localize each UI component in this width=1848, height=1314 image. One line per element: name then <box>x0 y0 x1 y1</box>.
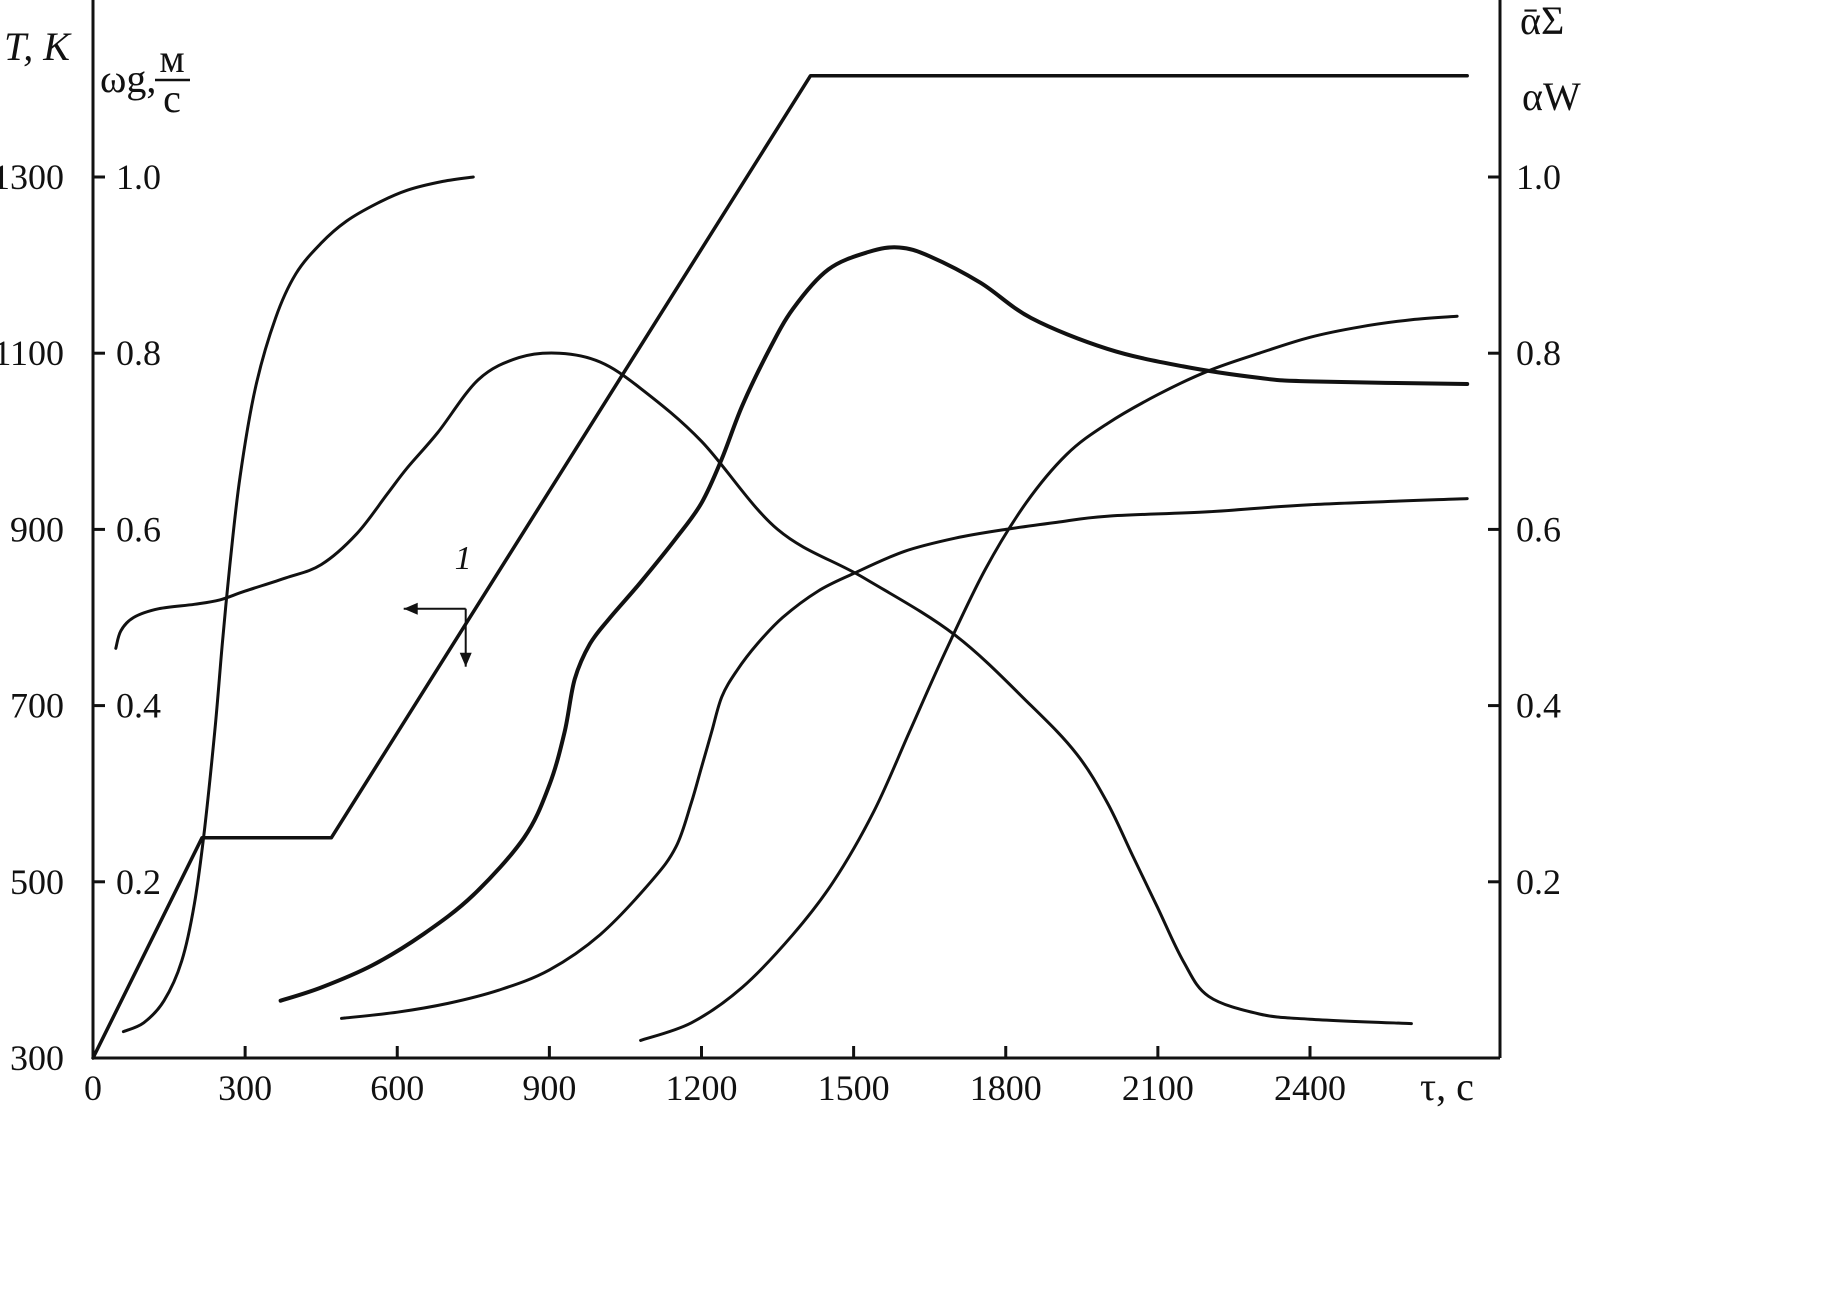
x-tick-label: 1800 <box>970 1068 1042 1108</box>
omega-unit-denominator: с <box>163 76 181 121</box>
x-axis-label: τ, с <box>1420 1064 1474 1109</box>
alpha-w-axis-label: αW <box>1522 74 1581 119</box>
series-line-1 <box>91 73 1469 1060</box>
omega-tick-label: 0.4 <box>116 686 161 726</box>
ticks-layer: 0 300 600 900 1200 1500 1800 2100 2400 300 500 700 9… <box>0 157 1561 1108</box>
alpha-tick-label: 0.2 <box>1516 862 1561 902</box>
omega-unit-numerator: м <box>159 36 184 81</box>
series-line-4b <box>639 314 1459 1042</box>
omega-tick-label: 0.6 <box>116 509 161 549</box>
series-label-1: 1 <box>455 540 472 577</box>
x-tick-label: 900 <box>522 1068 576 1108</box>
x-tick-label: 2400 <box>1274 1068 1346 1108</box>
x-tick-label: 1200 <box>666 1068 738 1108</box>
alpha-tick-label: 0.4 <box>1516 686 1561 726</box>
series-line-2a <box>278 245 1470 1003</box>
x-tick-label: 0 <box>84 1068 102 1108</box>
temperature-tick-label: 1300 <box>0 157 64 197</box>
series-line-2b <box>340 497 1469 1020</box>
omega-tick-label: 0.8 <box>116 333 161 373</box>
axes-layer <box>91 0 1502 1060</box>
annotations-layer: 12a2b34a4b <box>403 540 472 667</box>
arrowhead <box>403 602 418 615</box>
series-layer <box>91 73 1470 1060</box>
axis-labels-layer: T, K ωg, м с ᾱΣ αW τ, с <box>4 0 1581 1109</box>
x-tick-label: 2100 <box>1122 1068 1194 1108</box>
omega-tick-label: 1.0 <box>116 157 161 197</box>
alpha-sigma-axis-label: ᾱΣ <box>1520 0 1564 43</box>
arrowhead <box>459 652 472 667</box>
temperature-tick-label: 500 <box>10 862 64 902</box>
omega-axis-label: ωg, <box>100 56 156 101</box>
series-line-3 <box>114 351 1413 1026</box>
alpha-tick-label: 1.0 <box>1516 157 1561 197</box>
temperature-tick-label: 700 <box>10 686 64 726</box>
x-tick-label: 1500 <box>818 1068 890 1108</box>
temperature-tick-label: 300 <box>10 1038 64 1078</box>
alpha-tick-label: 0.8 <box>1516 333 1561 373</box>
series-annotation-1: 1 <box>403 540 472 667</box>
omega-tick-label: 0.2 <box>116 862 161 902</box>
temperature-tick-label: 900 <box>10 509 64 549</box>
t-axis-label: T, K <box>4 24 72 69</box>
x-tick-label: 600 <box>370 1068 424 1108</box>
series-line-4a <box>121 175 475 1034</box>
x-tick-label: 300 <box>218 1068 272 1108</box>
alpha-tick-label: 0.6 <box>1516 509 1561 549</box>
temperature-tick-label: 1100 <box>0 333 64 373</box>
